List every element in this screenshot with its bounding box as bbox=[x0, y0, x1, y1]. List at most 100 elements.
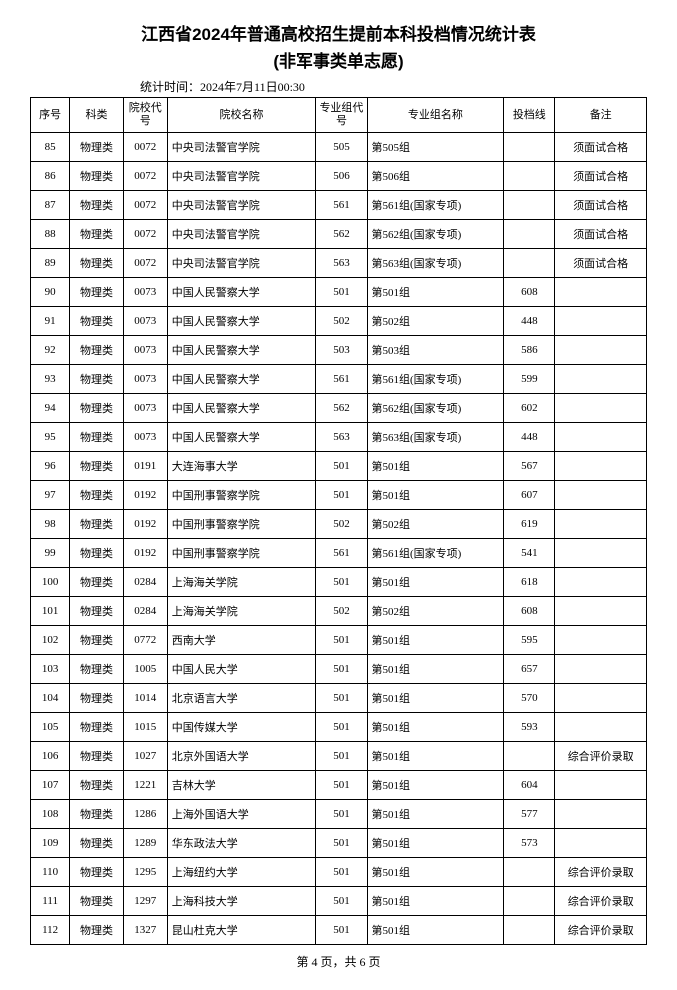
table-row: 87物理类0072中央司法警官学院561第561组(国家专项)须面试合格 bbox=[31, 191, 647, 220]
cell-note: 须面试合格 bbox=[555, 220, 647, 249]
cell-group-code: 501 bbox=[316, 771, 367, 800]
cell-group-code: 501 bbox=[316, 655, 367, 684]
table-row: 88物理类0072中央司法警官学院562第562组(国家专项)须面试合格 bbox=[31, 220, 647, 249]
cell-school-code: 0073 bbox=[123, 423, 167, 452]
table-row: 93物理类0073中国人民警察大学561第561组(国家专项)599 bbox=[31, 365, 647, 394]
cell-seq: 86 bbox=[31, 162, 70, 191]
table-row: 100物理类0284上海海关学院501第501组618 bbox=[31, 568, 647, 597]
cell-seq: 95 bbox=[31, 423, 70, 452]
cell-category: 物理类 bbox=[70, 829, 124, 858]
cell-group-name: 第502组 bbox=[367, 597, 504, 626]
cell-school-code: 0192 bbox=[123, 539, 167, 568]
cell-score: 570 bbox=[504, 684, 555, 713]
cell-seq: 110 bbox=[31, 858, 70, 887]
cell-score: 567 bbox=[504, 452, 555, 481]
cell-group-name: 第501组 bbox=[367, 742, 504, 771]
cell-group-code: 505 bbox=[316, 133, 367, 162]
cell-score bbox=[504, 858, 555, 887]
cell-group-name: 第501组 bbox=[367, 829, 504, 858]
cell-score bbox=[504, 249, 555, 278]
cell-group-name: 第502组 bbox=[367, 510, 504, 539]
cell-note bbox=[555, 684, 647, 713]
header-seq: 序号 bbox=[31, 98, 70, 133]
cell-note: 须面试合格 bbox=[555, 162, 647, 191]
cell-seq: 92 bbox=[31, 336, 70, 365]
cell-note: 综合评价录取 bbox=[555, 742, 647, 771]
cell-score: 608 bbox=[504, 597, 555, 626]
cell-score: 618 bbox=[504, 568, 555, 597]
cell-school-code: 0191 bbox=[123, 452, 167, 481]
cell-category: 物理类 bbox=[70, 336, 124, 365]
table-row: 104物理类1014北京语言大学501第501组570 bbox=[31, 684, 647, 713]
cell-school-code: 0072 bbox=[123, 191, 167, 220]
cell-school-name: 中央司法警官学院 bbox=[167, 162, 316, 191]
cell-school-code: 1027 bbox=[123, 742, 167, 771]
cell-school-name: 上海海关学院 bbox=[167, 568, 316, 597]
cell-school-code: 1297 bbox=[123, 887, 167, 916]
cell-category: 物理类 bbox=[70, 568, 124, 597]
cell-school-code: 1327 bbox=[123, 916, 167, 945]
cell-group-code: 501 bbox=[316, 713, 367, 742]
cell-category: 物理类 bbox=[70, 771, 124, 800]
cell-seq: 101 bbox=[31, 597, 70, 626]
cell-note bbox=[555, 655, 647, 684]
cell-seq: 108 bbox=[31, 800, 70, 829]
table-row: 96物理类0191大连海事大学501第501组567 bbox=[31, 452, 647, 481]
cell-school-name: 中国人民警察大学 bbox=[167, 336, 316, 365]
table-row: 89物理类0072中央司法警官学院563第563组(国家专项)须面试合格 bbox=[31, 249, 647, 278]
cell-group-name: 第561组(国家专项) bbox=[367, 365, 504, 394]
cell-school-name: 中国刑事警察学院 bbox=[167, 539, 316, 568]
cell-group-name: 第501组 bbox=[367, 800, 504, 829]
cell-school-name: 中国人民大学 bbox=[167, 655, 316, 684]
table-row: 110物理类1295上海纽约大学501第501组综合评价录取 bbox=[31, 858, 647, 887]
cell-school-code: 0284 bbox=[123, 568, 167, 597]
cell-school-name: 中国刑事警察学院 bbox=[167, 481, 316, 510]
table-row: 108物理类1286上海外国语大学501第501组577 bbox=[31, 800, 647, 829]
cell-school-name: 中国人民警察大学 bbox=[167, 423, 316, 452]
cell-school-code: 0073 bbox=[123, 307, 167, 336]
cell-group-name: 第501组 bbox=[367, 771, 504, 800]
cell-school-code: 1295 bbox=[123, 858, 167, 887]
table-row: 98物理类0192中国刑事警察学院502第502组619 bbox=[31, 510, 647, 539]
cell-seq: 97 bbox=[31, 481, 70, 510]
cell-category: 物理类 bbox=[70, 800, 124, 829]
cell-note bbox=[555, 626, 647, 655]
cell-school-name: 吉林大学 bbox=[167, 771, 316, 800]
page-title-line1: 江西省2024年普通高校招生提前本科投档情况统计表 bbox=[30, 20, 647, 45]
cell-school-name: 中国人民警察大学 bbox=[167, 394, 316, 423]
cell-school-name: 昆山杜克大学 bbox=[167, 916, 316, 945]
cell-seq: 87 bbox=[31, 191, 70, 220]
cell-category: 物理类 bbox=[70, 191, 124, 220]
cell-group-name: 第501组 bbox=[367, 568, 504, 597]
cell-score bbox=[504, 916, 555, 945]
cell-school-name: 北京语言大学 bbox=[167, 684, 316, 713]
cell-category: 物理类 bbox=[70, 916, 124, 945]
table-row: 105物理类1015中国传媒大学501第501组593 bbox=[31, 713, 647, 742]
cell-category: 物理类 bbox=[70, 858, 124, 887]
header-group-code: 专业组代号 bbox=[316, 98, 367, 133]
cell-category: 物理类 bbox=[70, 394, 124, 423]
cell-category: 物理类 bbox=[70, 742, 124, 771]
cell-seq: 112 bbox=[31, 916, 70, 945]
cell-note bbox=[555, 365, 647, 394]
table-row: 85物理类0072中央司法警官学院505第505组须面试合格 bbox=[31, 133, 647, 162]
cell-category: 物理类 bbox=[70, 365, 124, 394]
cell-group-code: 501 bbox=[316, 887, 367, 916]
cell-group-code: 561 bbox=[316, 365, 367, 394]
table-row: 92物理类0073中国人民警察大学503第503组586 bbox=[31, 336, 647, 365]
cell-category: 物理类 bbox=[70, 162, 124, 191]
cell-school-name: 中央司法警官学院 bbox=[167, 133, 316, 162]
table-row: 107物理类1221吉林大学501第501组604 bbox=[31, 771, 647, 800]
cell-group-code: 501 bbox=[316, 481, 367, 510]
cell-seq: 102 bbox=[31, 626, 70, 655]
cell-group-code: 501 bbox=[316, 568, 367, 597]
cell-note bbox=[555, 423, 647, 452]
cell-note bbox=[555, 394, 647, 423]
cell-school-code: 0072 bbox=[123, 162, 167, 191]
table-row: 106物理类1027北京外国语大学501第501组综合评价录取 bbox=[31, 742, 647, 771]
cell-school-name: 中央司法警官学院 bbox=[167, 249, 316, 278]
cell-school-name: 中国人民警察大学 bbox=[167, 365, 316, 394]
page-title-line2: (非军事类单志愿) bbox=[30, 47, 647, 72]
cell-group-name: 第501组 bbox=[367, 916, 504, 945]
cell-group-code: 501 bbox=[316, 452, 367, 481]
